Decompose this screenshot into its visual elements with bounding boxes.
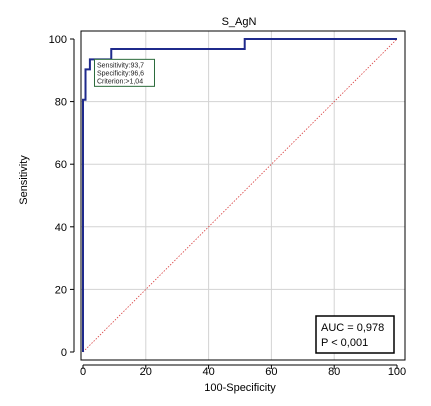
annotation-sensitivity: Sensitivity:93,7 — [97, 62, 144, 69]
stats-box-frame — [315, 315, 395, 354]
x-tick-label-20: 20 — [140, 366, 152, 378]
y-axis-title: Sensitivity — [18, 155, 30, 205]
annotation-box — [93, 58, 155, 87]
x-tick-label-60: 60 — [265, 366, 277, 378]
y-tick-label-40: 40 — [55, 222, 67, 234]
reference-diagonal-line — [82, 38, 398, 353]
y-tick-label-20: 20 — [55, 284, 67, 296]
plot-frame — [80, 30, 406, 361]
ticks: 0 20 40 60 80 100 0 20 40 60 80 100 — [49, 34, 407, 378]
stats-box: AUC = 0,978 P < 0,001 — [315, 315, 395, 354]
axes — [73, 39, 397, 366]
roc-curve-series — [82, 38, 397, 352]
y-tick-label-0: 0 — [61, 347, 67, 359]
y-tick-label-100: 100 — [49, 34, 67, 46]
x-tick-label-80: 80 — [328, 366, 340, 378]
criterion-annotation: Sensitivity:93,7 Specificity:96,6 Criter… — [93, 58, 155, 87]
x-axis-title: 100-Specificity — [204, 382, 276, 394]
chart-title: S_AgN — [222, 16, 257, 28]
y-tick-label-80: 80 — [55, 97, 67, 109]
annotation-criterion: Criterion:>1,04 — [97, 78, 143, 85]
annotation-specificity: Specificity:96,6 — [97, 70, 144, 77]
p-value: P < 0,001 — [321, 337, 368, 349]
y-tick-label-60: 60 — [55, 159, 67, 171]
x-tick-label-100: 100 — [388, 366, 406, 378]
auc-value: AUC = 0,978 — [321, 322, 384, 334]
x-tick-label-0: 0 — [80, 366, 86, 378]
grid — [81, 31, 405, 360]
x-tick-label-40: 40 — [202, 366, 214, 378]
